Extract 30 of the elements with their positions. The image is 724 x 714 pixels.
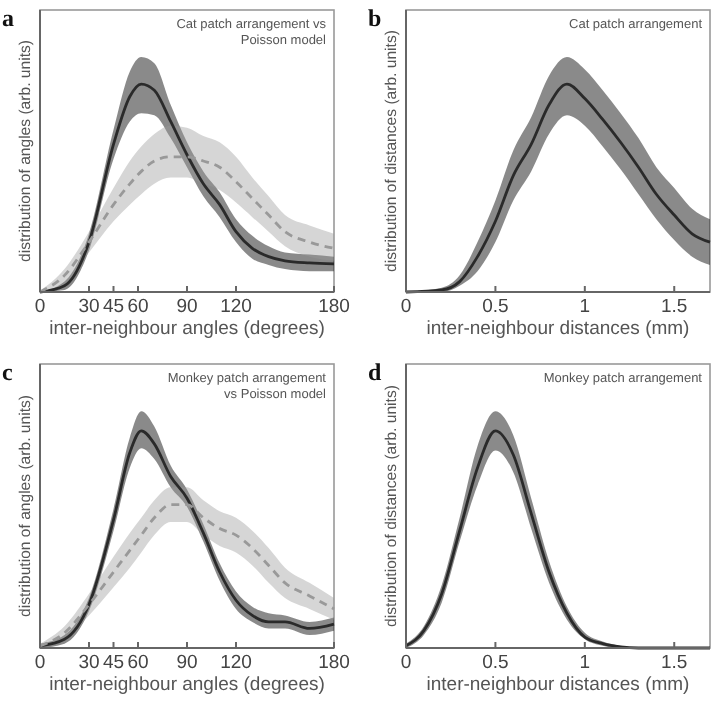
x-tick-label: 1.5	[661, 296, 688, 318]
x-axis-title: inter-neighbour distances (mm)	[426, 674, 690, 696]
x-tick-label: 90	[176, 652, 198, 674]
x-tick-label: 120	[220, 652, 252, 674]
text: c	[2, 358, 14, 386]
x-tick-label: 45	[102, 296, 125, 318]
text: a	[2, 4, 14, 32]
x-tick-label: 180	[318, 652, 350, 674]
x-tick-label: 90	[176, 296, 198, 318]
x-tick-label: 120	[220, 296, 252, 318]
text: b	[368, 4, 382, 32]
x-tick-label: 0	[400, 296, 412, 318]
x-tick-label: 0.5	[482, 652, 509, 674]
x-tick-label: 45	[102, 652, 125, 674]
text: d	[368, 358, 382, 386]
x-tick-label: 60	[127, 296, 149, 318]
x-tick-label: 30	[78, 652, 100, 674]
x-axis-title: inter-neighbour angles (degrees)	[49, 674, 325, 696]
x-tick-label: 60	[127, 652, 149, 674]
x-axis-title: inter-neighbour distances (mm)	[426, 318, 690, 340]
x-tick-label: 0	[34, 296, 46, 318]
x-tick-label: 0.5	[482, 296, 509, 318]
x-tick-label: 1.5	[661, 652, 688, 674]
x-tick-label: 1	[579, 652, 591, 674]
x-tick-label: 0	[34, 652, 46, 674]
x-tick-label: 0	[400, 652, 412, 674]
x-axis-title: inter-neighbour angles (degrees)	[49, 318, 325, 340]
x-tick-label: 1	[579, 296, 591, 318]
x-tick-label: 30	[78, 296, 100, 318]
x-tick-label: 180	[318, 296, 350, 318]
